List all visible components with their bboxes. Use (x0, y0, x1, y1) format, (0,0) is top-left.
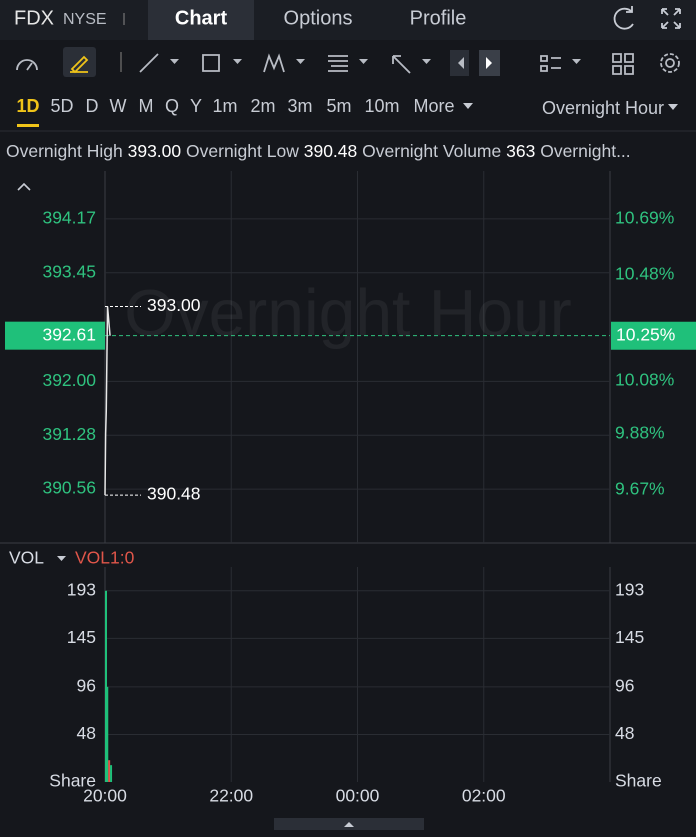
period-button[interactable]: 3m (287, 96, 312, 116)
dropdown-arrows (170, 57, 581, 69)
y-tick-label: 145 (67, 627, 96, 647)
y2-tick-label: 96 (615, 676, 634, 696)
volume-bar (108, 760, 111, 782)
y2-tick-label: Share (615, 771, 662, 791)
period-button[interactable]: D (86, 96, 99, 116)
y-tick-label: 393.45 (42, 261, 96, 281)
period-button[interactable]: 1m (212, 96, 237, 116)
y2-tick-label: 10.69% (615, 207, 674, 227)
collapse-icon[interactable] (17, 182, 31, 191)
y-tick-label: 96 (77, 676, 96, 696)
grid-icon[interactable] (612, 53, 634, 75)
stat-label: Overnight Volume (362, 141, 501, 161)
refresh-icon[interactable] (613, 6, 634, 30)
stat-value: 390.48 (304, 141, 358, 161)
last-price-label: 392.61 (42, 324, 96, 344)
volume-bar (105, 590, 107, 782)
settings-icon[interactable] (665, 58, 675, 68)
last-pct-label: 10.25% (616, 324, 675, 344)
period-button[interactable]: M (139, 96, 154, 116)
y-tick-label: 394.17 (42, 208, 96, 228)
y-tick-label: Share (49, 771, 96, 791)
y-tick-label: 193 (67, 579, 96, 599)
x-tick-label: 22:00 (209, 786, 253, 806)
y2-tick-label: 193 (615, 579, 644, 599)
top-icons (613, 6, 681, 30)
period-button[interactable]: Q (165, 96, 179, 116)
x-tick-label: 20:00 (83, 786, 127, 806)
stat-value: 363 (506, 141, 535, 161)
left-caret (458, 57, 464, 69)
y2-tick-label: 9.67% (615, 478, 665, 498)
layout-icon[interactable] (540, 55, 561, 72)
period-bar: 1D 5D D W M Q Y 1m 2m 3m 5m 10m More (16, 96, 454, 116)
period-underline (17, 124, 39, 127)
caret (463, 103, 473, 109)
stat-value: 393.00 (128, 141, 182, 161)
arrow-tool[interactable] (392, 55, 411, 74)
stat-label: Overnight High (6, 141, 123, 161)
pattern-tool[interactable] (263, 53, 285, 73)
y2-tick-label: 10.08% (615, 370, 674, 390)
symbol: FDX (14, 7, 54, 29)
right-caret (486, 57, 492, 69)
active-tab-bg (148, 0, 254, 40)
watermark: Overnight Hour (124, 275, 572, 349)
y-tick-label: 390.56 (42, 478, 96, 498)
period-button[interactable]: More (413, 96, 454, 116)
y-tick-label: 48 (77, 723, 96, 743)
period-button[interactable]: 5m (326, 96, 351, 116)
period-button[interactable]: 2m (250, 96, 275, 116)
gauge-icon[interactable] (16, 59, 38, 71)
volume-bar (110, 765, 113, 782)
tab[interactable]: Options (284, 7, 353, 29)
rect-tool[interactable] (202, 54, 220, 72)
last-price-box (5, 321, 105, 350)
annotation-label: 393.00 (147, 295, 201, 315)
price-line (104, 306, 111, 496)
top-bar (0, 0, 696, 40)
y-tick-label: 392.00 (42, 370, 96, 390)
y2-tick-label: 9.88% (615, 423, 665, 443)
tab[interactable]: Chart (175, 7, 228, 29)
session-selector[interactable]: Overnight Hour (542, 98, 664, 118)
annotation-label: 390.48 (147, 484, 201, 504)
fib-tool[interactable] (328, 55, 348, 72)
y2-tick-label: 145 (615, 627, 644, 647)
stat-label: Overnight Low (186, 141, 299, 161)
settings-gear (660, 53, 680, 73)
exchange: NYSE (63, 11, 107, 28)
last-pct-box (611, 321, 696, 350)
line-tool[interactable] (139, 53, 159, 73)
vol-subtitle: VOL1:0 (75, 548, 135, 568)
x-tick-label: 02:00 (462, 786, 506, 806)
x-tick-label: 00:00 (336, 786, 380, 806)
vol-title: VOL (9, 548, 44, 568)
period-button[interactable]: W (110, 96, 127, 116)
stats-line: Overnight High 393.00 Overnight Low 390.… (6, 141, 631, 161)
draw-icon[interactable] (70, 55, 89, 74)
y-tick-label: 391.28 (42, 424, 96, 444)
caret (57, 556, 66, 561)
fullscreen-icon[interactable] (661, 8, 681, 29)
period-button[interactable]: Y (190, 96, 202, 116)
period-button[interactable]: 10m (364, 96, 399, 116)
tab[interactable]: Profile (410, 7, 467, 29)
stat-label: Overnight... (540, 141, 630, 161)
volume-bar (106, 686, 109, 782)
caret (668, 104, 678, 110)
period-button[interactable]: 5D (50, 96, 73, 116)
y2-tick-label: 48 (615, 723, 634, 743)
period-button[interactable]: 1D (16, 96, 39, 116)
handle-caret (344, 822, 354, 827)
y2-tick-label: 10.48% (615, 263, 674, 283)
